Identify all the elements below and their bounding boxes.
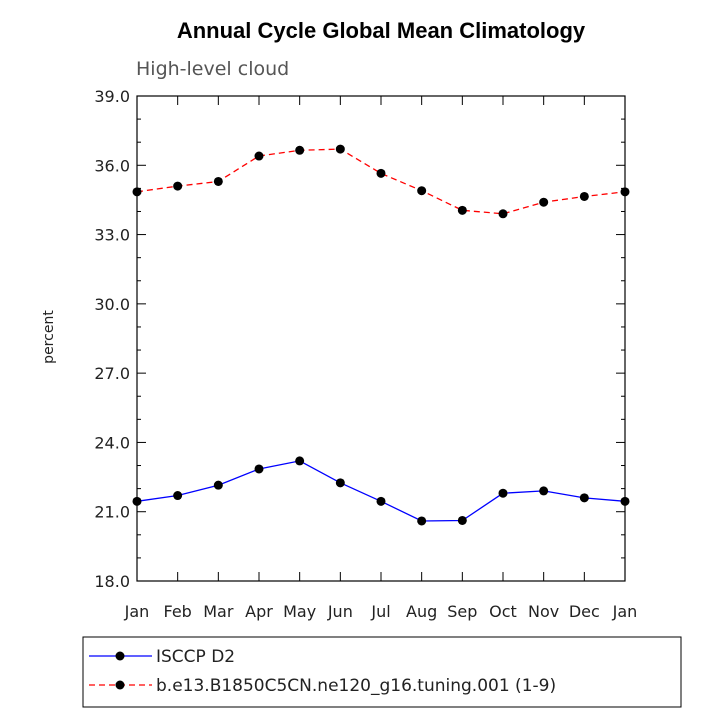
series-1-point — [376, 168, 386, 178]
legend-box — [82, 636, 682, 708]
x-tick-label: Jun — [327, 602, 353, 621]
y-tick-label: 21.0 — [94, 503, 130, 522]
series-1-point — [254, 151, 264, 161]
y-tick-label: 27.0 — [94, 364, 130, 383]
legend-label-isccp: ISCCP D2 — [156, 647, 235, 667]
x-tick-label: Jul — [370, 602, 390, 621]
series-1-point — [132, 187, 142, 197]
series-0-point — [498, 488, 508, 498]
y-tick-label: 18.0 — [94, 572, 130, 591]
x-tick-label: May — [283, 602, 316, 621]
y-tick-label: 36.0 — [94, 156, 130, 175]
chart-title: Annual Cycle Global Mean Climatology — [177, 18, 586, 43]
series-0-point — [335, 478, 345, 488]
x-tick-label: Mar — [203, 602, 234, 621]
series-1-point — [620, 187, 630, 197]
series-0-point — [376, 496, 386, 506]
x-tick-label: Feb — [164, 602, 192, 621]
series-1-point — [498, 209, 508, 219]
series-line-1 — [136, 148, 626, 215]
series-0-point — [173, 491, 183, 501]
series-1-point — [417, 186, 427, 196]
x-tick-label: Dec — [569, 602, 600, 621]
y-tick-label: 39.0 — [94, 87, 130, 106]
x-tick-label: Apr — [245, 602, 273, 621]
axis-ticks: 18.0 21.0 24.0 27.0 30.0 33.0 36.0 39.0 Jan Feb Ma… — [94, 87, 637, 621]
series-layer — [132, 144, 630, 526]
chart-subtitle: High-level cloud — [136, 58, 289, 80]
x-tick-label: Jan — [124, 602, 150, 621]
y-axis-label: percent — [41, 310, 57, 364]
x-tick-label: Nov — [528, 602, 559, 621]
series-line-0 — [136, 460, 626, 522]
x-tick-label: Aug — [406, 602, 437, 621]
series-1-point — [213, 176, 223, 186]
x-tick-label: Oct — [489, 602, 517, 621]
series-1-point — [539, 197, 549, 207]
series-0-point — [132, 496, 142, 506]
legend-marker-isccp — [115, 651, 125, 661]
y-tick-label: 24.0 — [94, 433, 130, 452]
series-0-point — [213, 480, 223, 490]
y-tick-label: 30.0 — [94, 295, 130, 314]
series-0-point — [579, 493, 589, 503]
series-0-point — [254, 464, 264, 474]
series-0-point — [539, 486, 549, 496]
x-tick-label: Jan — [612, 602, 638, 621]
series-0-point — [295, 456, 305, 466]
series-1-point — [457, 205, 467, 215]
series-0-point — [457, 515, 467, 525]
legend-label-model: b.e13.B1850C5CN.ne120_g16.tuning.001 (1-… — [156, 676, 556, 696]
x-tick-label: Sep — [447, 602, 477, 621]
series-1-point — [335, 144, 345, 154]
series-0-point — [620, 496, 630, 506]
legend-marker-model — [115, 680, 125, 690]
legend: ISCCP D2 b.e13.B1850C5CN.ne120_g16.tunin… — [82, 636, 682, 708]
y-tick-label: 33.0 — [94, 226, 130, 245]
series-1-point — [579, 191, 589, 201]
series-1-point — [295, 145, 305, 155]
series-1-point — [173, 181, 183, 191]
series-0-point — [417, 516, 427, 526]
plot-frame — [136, 95, 626, 582]
